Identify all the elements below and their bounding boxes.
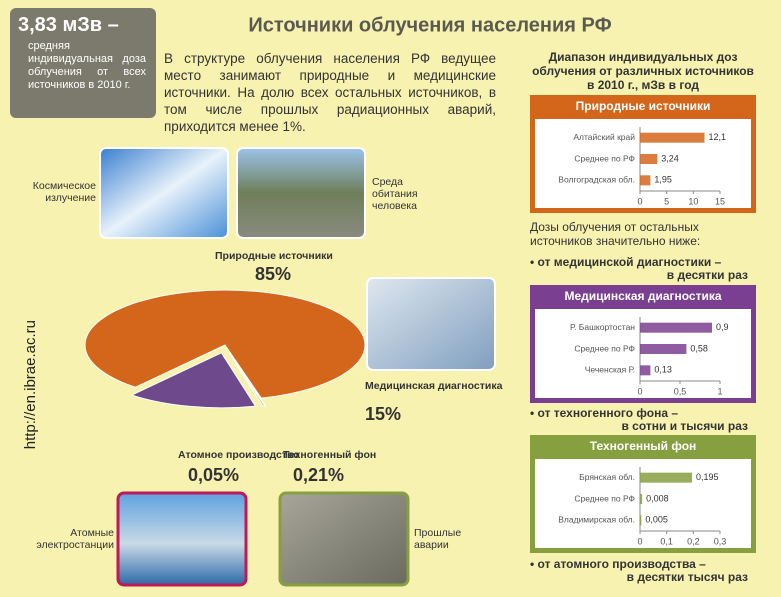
plot-area xyxy=(535,459,751,548)
page-title: Источники облучения населения РФ xyxy=(248,14,611,36)
photo xyxy=(236,147,366,239)
source-url: http://en.ibrae.ac.ru xyxy=(22,320,39,450)
x-tick-label: 0,3 xyxy=(714,536,727,546)
note: • от медицинской диагностики – xyxy=(530,255,722,269)
x-tick-label: 0 xyxy=(637,536,642,546)
pie-slice xyxy=(228,352,267,407)
x-tick-label: 1 xyxy=(717,386,722,396)
value-label: 1,95 xyxy=(654,175,672,185)
bar xyxy=(640,472,692,483)
photo xyxy=(116,491,248,587)
bar xyxy=(640,154,658,164)
y-tick-label: Владимирская обл. xyxy=(558,515,635,525)
note: в десятки раз xyxy=(666,268,748,282)
note: • от атомного производства – xyxy=(530,557,706,571)
value-label: 0,008 xyxy=(646,493,669,503)
x-tick-label: 0 xyxy=(637,386,642,396)
slice-label: Техногенный фон xyxy=(283,449,376,461)
note: • от техногенного фона – xyxy=(530,406,679,420)
slice-label: Природные источники xyxy=(215,250,333,262)
x-tick-label: 0 xyxy=(637,196,642,206)
slice-label: Атомное производство xyxy=(178,449,300,461)
x-tick-label: 10 xyxy=(688,196,698,206)
stat-text: средняя индивидуальная доза облучения от… xyxy=(28,40,146,91)
y-tick-label: Среднее по РФ xyxy=(574,343,635,353)
x-tick-label: 0,1 xyxy=(660,536,673,546)
photo xyxy=(99,147,229,239)
photo-caption: Среда обитания человека xyxy=(372,176,418,212)
photo xyxy=(278,491,410,587)
stat-value: 3,83 мЗв – xyxy=(18,14,119,36)
panel-title: Медицинская диагностика xyxy=(564,289,721,303)
pie-slice xyxy=(130,352,257,409)
y-tick-label: Волгоградская обл. xyxy=(558,175,635,185)
pie-slice xyxy=(84,289,366,399)
y-tick-label: Среднее по РФ xyxy=(574,153,635,163)
value-label: 0,005 xyxy=(645,515,668,525)
x-tick-label: 0,5 xyxy=(674,386,687,396)
stat-box xyxy=(10,8,156,118)
slice-value: 0,05% xyxy=(188,465,239,485)
slice-label: Медицинская диагностика xyxy=(365,380,503,392)
bar xyxy=(640,494,643,504)
bar xyxy=(640,132,705,143)
panel-title: Техногенный фон xyxy=(590,439,697,453)
note: Дозы облучения от остальных источников з… xyxy=(530,220,701,248)
bar xyxy=(640,322,712,333)
x-tick-label: 5 xyxy=(664,196,669,206)
slice-value: 15% xyxy=(365,404,401,424)
value-label: 0,58 xyxy=(690,343,708,353)
photo-caption: Атомные электростанции xyxy=(36,527,114,551)
x-tick-label: 0,2 xyxy=(687,536,700,546)
slice-value: 85% xyxy=(255,264,291,284)
value-label: 12,1 xyxy=(709,132,727,142)
panel-title: Природные источники xyxy=(576,99,711,113)
bar xyxy=(640,175,651,186)
value-label: 3,24 xyxy=(661,153,679,163)
x-tick-label: 15 xyxy=(715,196,725,206)
bar xyxy=(640,365,651,376)
photo xyxy=(366,277,496,371)
y-tick-label: Среднее по РФ xyxy=(574,493,635,503)
y-tick-label: Чеченская Р. xyxy=(585,365,635,375)
note: в десятки тысяч раз xyxy=(626,570,748,584)
y-tick-label: Р. Башкортостан xyxy=(570,322,635,332)
note: в сотни и тысячи раз xyxy=(621,419,748,433)
y-tick-label: Алтайский край xyxy=(573,132,635,142)
value-label: 0,195 xyxy=(696,472,719,482)
value-label: 0,13 xyxy=(654,365,672,375)
intro-text: В структуре облучения населения РФ ведущ… xyxy=(164,51,496,134)
slice-value: 0,21% xyxy=(293,465,344,485)
photo-caption: Прошлые аварии xyxy=(414,527,462,551)
ranges-title: Диапазон индивидуальных доз облучения от… xyxy=(532,50,754,92)
y-tick-label: Брянская обл. xyxy=(579,472,635,482)
value-label: 0,9 xyxy=(716,322,729,332)
bar xyxy=(640,515,642,526)
bar xyxy=(640,344,687,354)
photo-caption: Космическое излучение xyxy=(32,180,96,204)
